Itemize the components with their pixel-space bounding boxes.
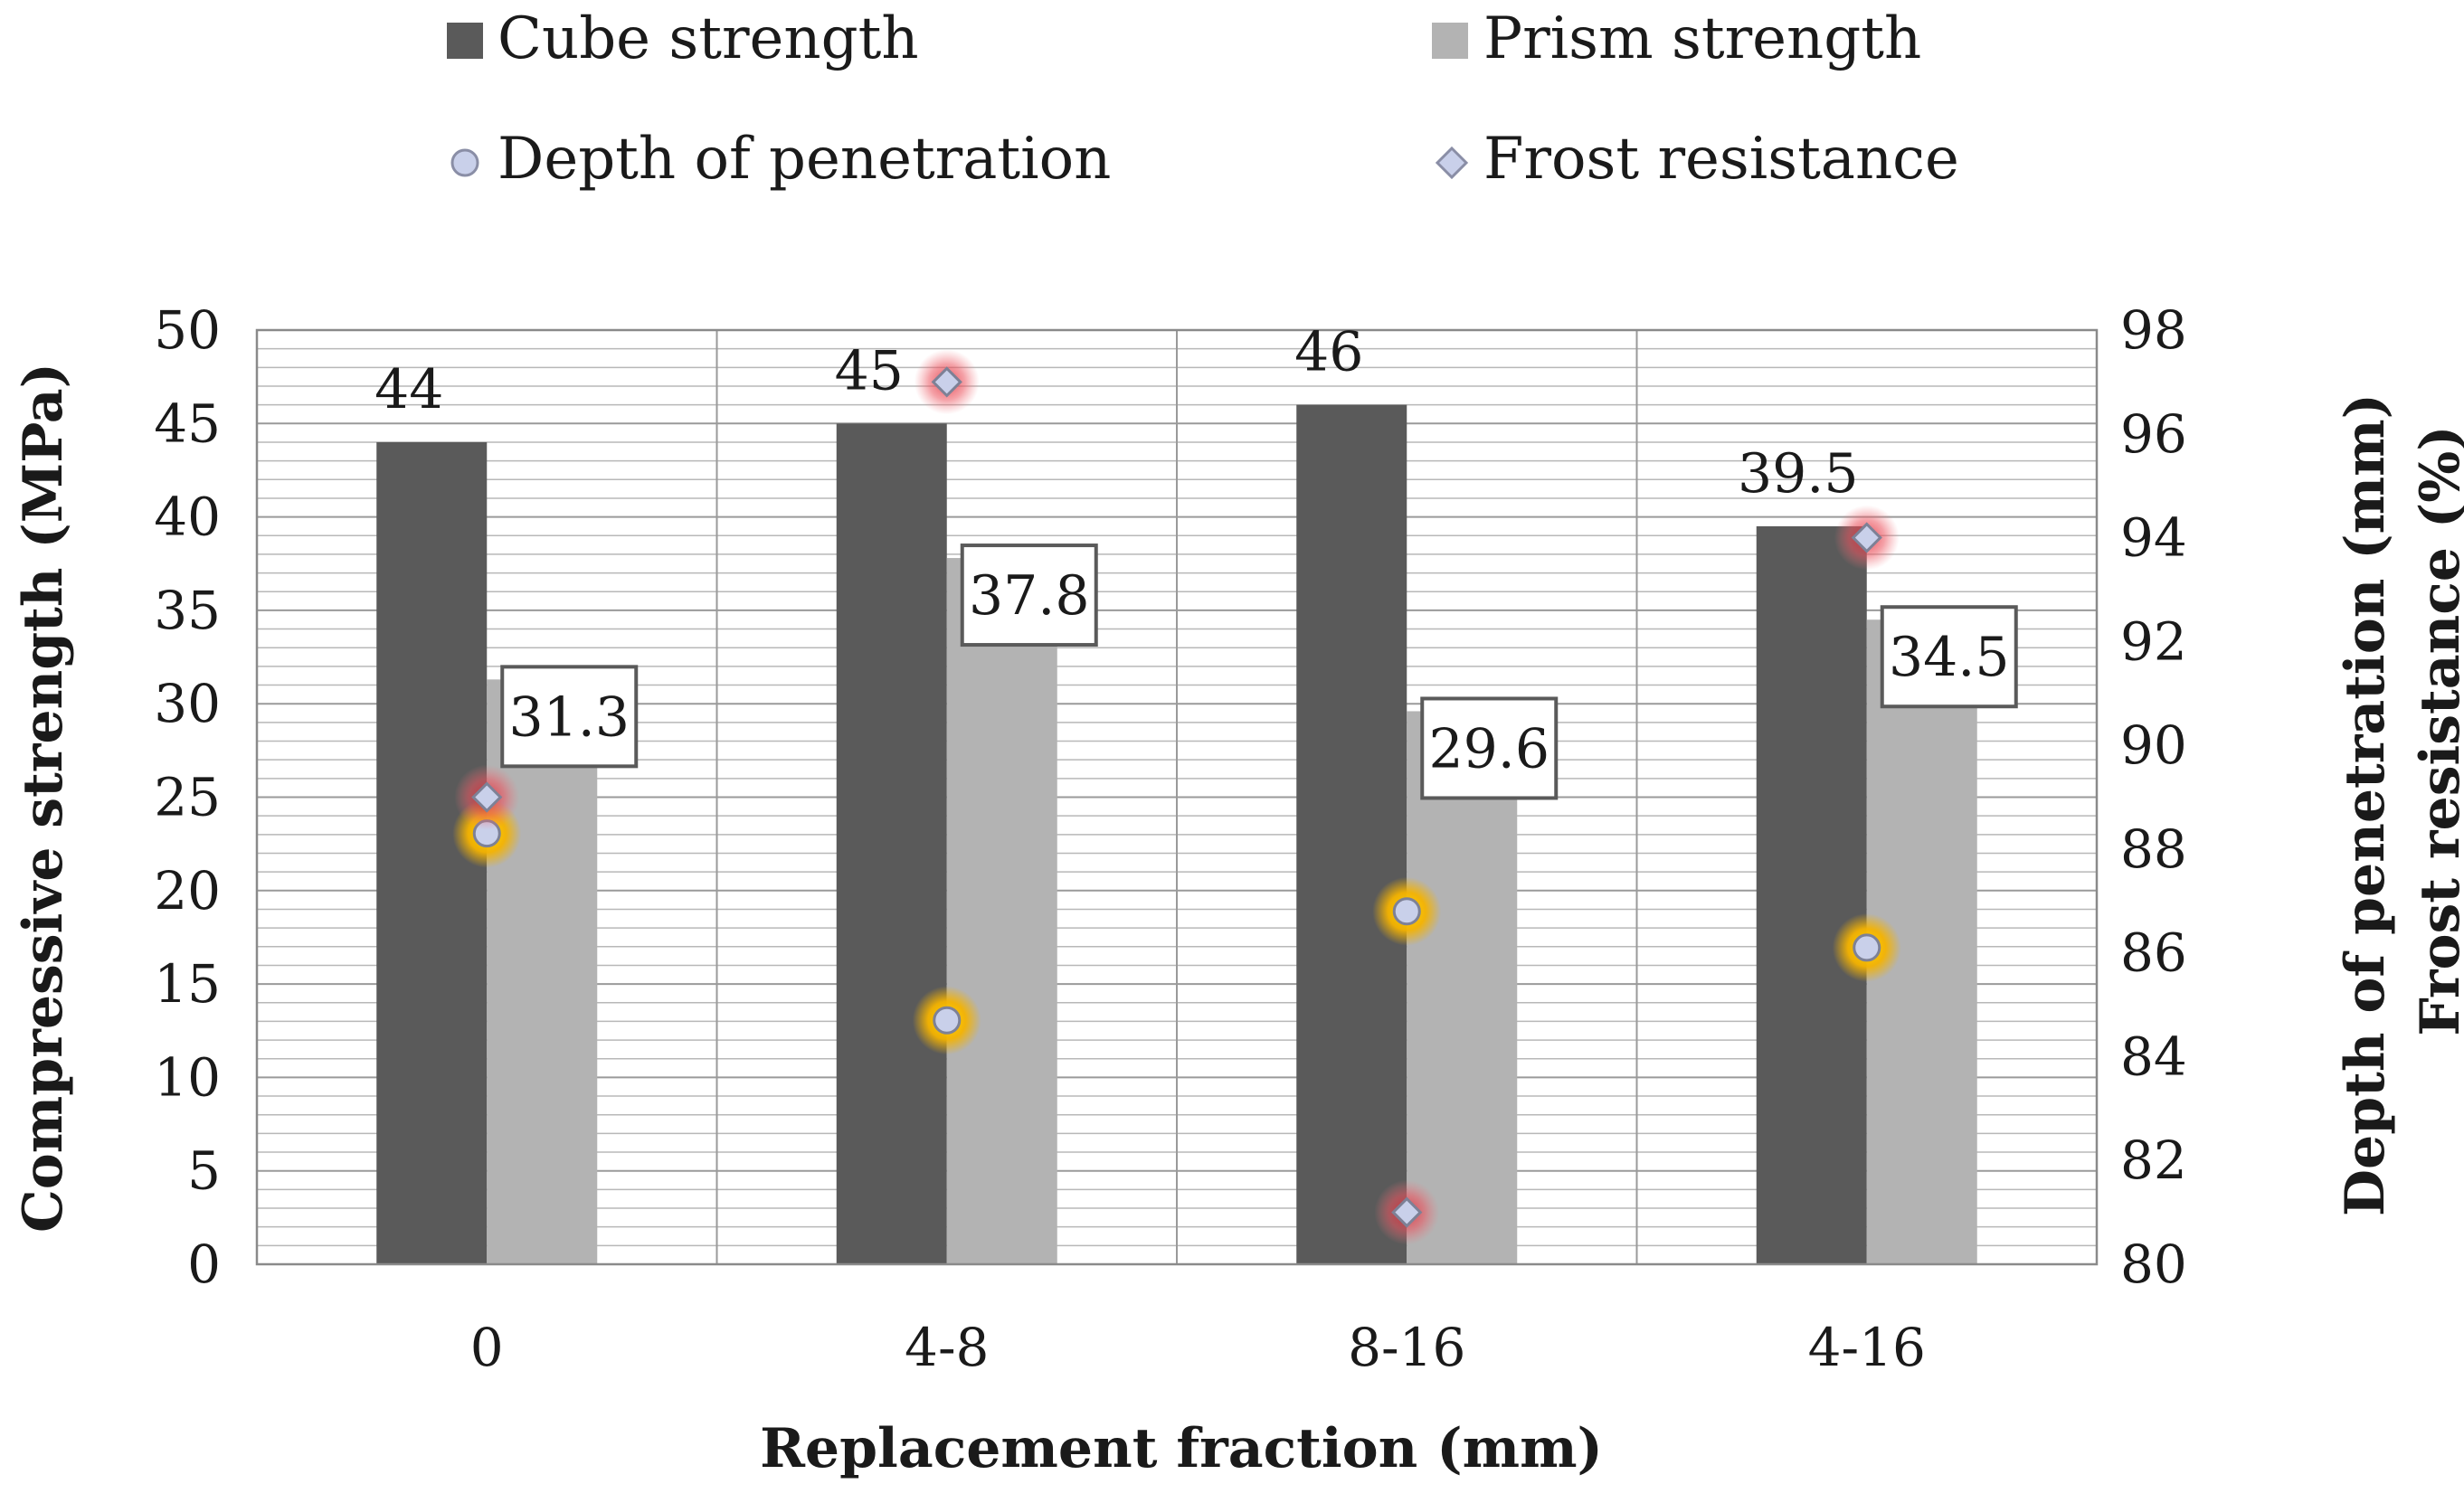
cube-strength-data-label: 45 bbox=[835, 339, 904, 402]
prism-strength-data-label: 34.5 bbox=[1889, 626, 2010, 689]
y2-axis-title-line1: Depth of penetration (mm) bbox=[2334, 393, 2397, 1216]
legend-label-cube: Cube strength bbox=[498, 5, 919, 72]
x-tick-label: 8-16 bbox=[1348, 1317, 1465, 1378]
cube-strength-bar-4-8[interactable] bbox=[836, 423, 947, 1264]
prism-strength-data-label: 29.6 bbox=[1428, 717, 1549, 780]
depth-of-penetration-point-4-8[interactable] bbox=[933, 1006, 962, 1035]
y-tick-label: 30 bbox=[154, 673, 221, 734]
y-tick-label: 15 bbox=[154, 953, 221, 1015]
legend-item-prism-strength[interactable]: Prism strength bbox=[1432, 5, 1921, 72]
legend-label-prism: Prism strength bbox=[1483, 5, 1921, 72]
x-axis-title: Replacement fraction (mm) bbox=[760, 1417, 1603, 1480]
legend-item-depth-of-penetration[interactable]: Depth of penetration bbox=[450, 126, 1111, 193]
prism-strength-bar-8-16[interactable] bbox=[1407, 711, 1518, 1264]
frost-resistance-point-0[interactable] bbox=[471, 781, 503, 813]
y2-tick-label: 82 bbox=[2120, 1130, 2187, 1191]
frost-resistance-point-8-16[interactable] bbox=[1391, 1196, 1423, 1228]
legend-swatch-prism bbox=[1432, 23, 1468, 59]
y2-tick-label: 90 bbox=[2120, 714, 2187, 776]
prism-strength-label-box bbox=[1880, 605, 2018, 709]
y2-tick-label: 84 bbox=[2120, 1026, 2187, 1087]
legend-label-frost: Frost resistance bbox=[1483, 126, 1959, 193]
y-tick-label: 10 bbox=[154, 1046, 221, 1108]
cube-strength-data-label: 44 bbox=[374, 358, 443, 421]
x-tick-label: 4-16 bbox=[1808, 1317, 1926, 1378]
legend: Cube strength Prism strength Depth of pe… bbox=[447, 5, 1959, 193]
frost-resistance-point-4-16[interactable] bbox=[1851, 522, 1882, 553]
scatter-points bbox=[452, 349, 1901, 1245]
frost-resistance-point-4-8[interactable] bbox=[931, 366, 962, 398]
legend-item-cube-strength[interactable]: Cube strength bbox=[447, 5, 919, 72]
plot-frame bbox=[255, 328, 2099, 1266]
legend-marker-frost-icon bbox=[1435, 146, 1469, 180]
y2-tick-label: 88 bbox=[2120, 818, 2187, 880]
plot-border bbox=[255, 328, 2099, 1266]
y-axis-ticks: 0 5 10 15 20 25 30 35 40 45 50 bbox=[154, 299, 221, 1295]
legend-item-frost-resistance[interactable]: Frost resistance bbox=[1435, 126, 1959, 193]
y2-tick-label: 80 bbox=[2120, 1234, 2187, 1295]
y-tick-label: 35 bbox=[154, 580, 221, 641]
x-tick-label: 4-8 bbox=[905, 1317, 989, 1378]
cube-strength-bar-4-16[interactable] bbox=[1756, 525, 1867, 1264]
data-labels: 44 45 46 39.5 31.3 37.8 29.6 34.5 bbox=[374, 321, 2018, 800]
prism-strength-label-box bbox=[500, 665, 639, 769]
prism-strength-data-label: 31.3 bbox=[508, 685, 630, 749]
bars bbox=[376, 404, 1977, 1265]
y-tick-label: 20 bbox=[154, 860, 221, 922]
y2-tick-label: 92 bbox=[2120, 610, 2187, 672]
y-tick-label: 40 bbox=[154, 487, 221, 548]
prism-strength-data-label: 37.8 bbox=[969, 564, 1090, 628]
y-tick-label: 50 bbox=[154, 299, 221, 361]
depth-of-penetration-point-4-16[interactable] bbox=[1853, 933, 1881, 962]
cube-strength-data-label: 39.5 bbox=[1738, 442, 1859, 506]
x-tick-label: 0 bbox=[470, 1317, 504, 1378]
y2-tick-label: 96 bbox=[2120, 403, 2187, 465]
prism-strength-bar-4-8[interactable] bbox=[946, 558, 1057, 1264]
cube-strength-data-label: 46 bbox=[1294, 321, 1363, 384]
legend-marker-depth-icon bbox=[450, 148, 479, 177]
y-axis-title: Compressive strength (MPa) bbox=[12, 363, 75, 1233]
legend-swatch-cube bbox=[447, 23, 483, 59]
depth-of-penetration-point-8-16[interactable] bbox=[1392, 897, 1421, 926]
y-tick-label: 5 bbox=[187, 1140, 221, 1202]
prism-strength-label-box bbox=[1420, 696, 1559, 800]
y2-axis-title-line2: Frost resistance (%) bbox=[2409, 425, 2464, 1035]
y2-tick-label: 98 bbox=[2120, 299, 2187, 361]
y2-axis-ticks: 80 82 84 86 88 90 92 94 96 98 bbox=[2120, 299, 2187, 1295]
y2-tick-label: 94 bbox=[2120, 507, 2187, 569]
y-tick-label: 0 bbox=[187, 1234, 221, 1295]
prism-strength-label-box bbox=[960, 544, 1098, 648]
x-axis-ticks: 0 4-8 8-16 4-16 bbox=[470, 1317, 1926, 1378]
y2-tick-label: 86 bbox=[2120, 922, 2187, 984]
y-tick-label: 25 bbox=[154, 767, 221, 828]
cube-strength-bar-8-16[interactable] bbox=[1296, 404, 1407, 1264]
legend-label-depth: Depth of penetration bbox=[498, 126, 1111, 193]
y-tick-label: 45 bbox=[154, 392, 221, 454]
